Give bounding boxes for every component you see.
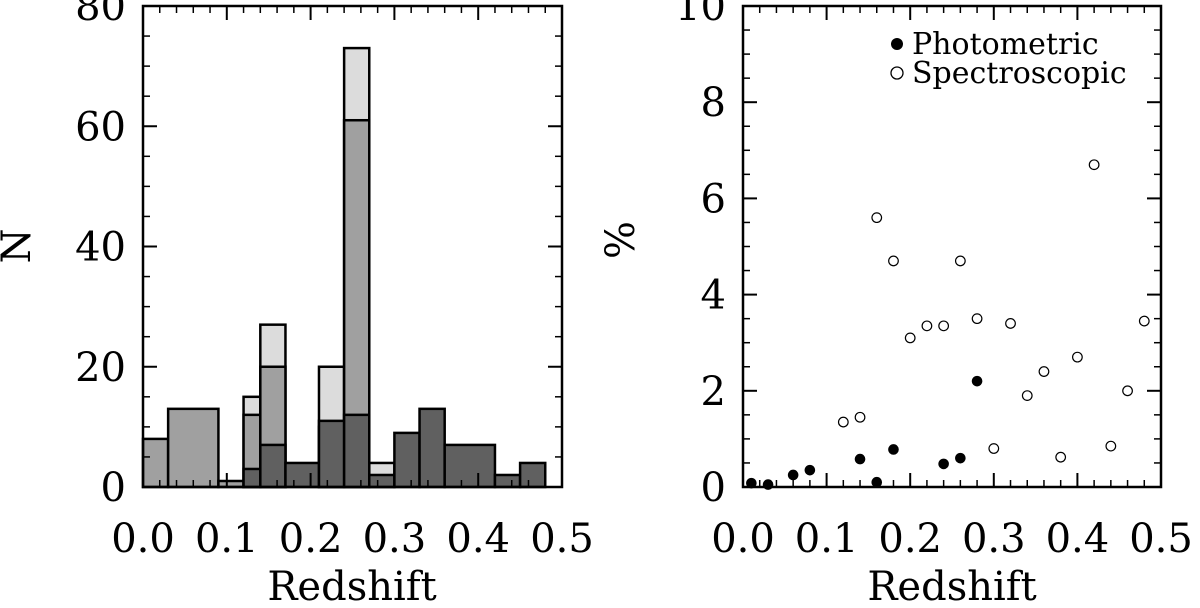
spectroscopic-point-2 (871, 212, 883, 224)
photometric-point-7 (938, 458, 949, 470)
histogram-bar-dark-1 (242, 467, 262, 489)
spectroscopic-point-12 (1038, 366, 1050, 377)
histogram-x-tick-label: 0.2 (279, 516, 343, 562)
histogram-bar-dark-6 (368, 473, 396, 489)
histogram-panel: 0.0 0.1 0.2 0.3 0.4 0.5 0 20 40 60 80 N Redshift (0, 0, 594, 608)
histogram-x-tick-label: 0.3 (363, 516, 427, 562)
spectroscopic-point-17 (1122, 385, 1133, 397)
scatter-x-tick-label: 0.5 (1129, 516, 1193, 562)
scatter-y-tick-label: 2 (701, 369, 726, 415)
histogram-bar-dark-3 (284, 461, 321, 489)
histogram-bar-dark-11 (518, 461, 547, 489)
scatter-x-tick-label: 0.0 (711, 516, 775, 562)
photometric-point-9 (971, 375, 983, 387)
spectroscopic-point-0 (837, 416, 849, 428)
legend: Photometric Spectroscopic (890, 27, 1127, 91)
spectroscopic-point-11 (1021, 390, 1033, 402)
histogram-ticks: 0.0 0.1 0.2 0.3 0.4 0.5 0 20 40 60 80 (75, 0, 594, 562)
spectroscopic-point-3 (888, 255, 899, 267)
spectroscopic-point-4 (904, 332, 916, 344)
photometric-point-4 (854, 453, 866, 465)
scatter-y-tick-label: 6 (701, 176, 726, 222)
histogram-y-tick-label: 60 (75, 104, 126, 150)
histogram-bar-dark-4 (317, 419, 346, 489)
scatter-y-tick-label: 8 (701, 80, 726, 126)
photometric-point-8 (955, 452, 966, 464)
scatter-ticks: 0.0 0.1 0.2 0.3 0.4 0.5 0 2 4 6 8 10 (675, 0, 1193, 562)
spectroscopic-point-16 (1105, 440, 1117, 452)
histogram-y-tick-label: 20 (75, 345, 126, 391)
spectroscopic-point-15 (1088, 159, 1100, 171)
spectroscopic-point-14 (1071, 351, 1083, 363)
histogram-x-tick-label: 0.5 (530, 516, 594, 562)
histogram-x-tick-label: 0.0 (111, 516, 175, 562)
histogram-y-tick-label: 0 (101, 465, 126, 511)
legend-spectroscopic-label: Spectroscopic (912, 56, 1127, 91)
photometric-point-3 (804, 464, 816, 476)
scatter-y-tick-label: 10 (675, 0, 726, 30)
histogram-x-tick-label: 0.4 (446, 516, 510, 562)
scatter-x-tick-label: 0.1 (795, 516, 859, 562)
scatter-x-axis-title: Redshift (867, 564, 1036, 608)
histogram-bar-dark-2 (259, 443, 287, 489)
spectroscopic-point-6 (938, 320, 950, 332)
spectroscopic-point-13 (1055, 451, 1067, 463)
scatter-plot-frame (741, 4, 1163, 489)
histogram-y-tick-label: 40 (75, 225, 126, 271)
legend-photometric-label: Photometric (912, 27, 1099, 62)
scatter-panel: 0.0 0.1 0.2 0.3 0.4 0.5 0 2 4 6 8 10 % Redshift Pho… (598, 0, 1193, 608)
spectroscopic-point-5 (921, 320, 933, 332)
scatter-points (746, 159, 1150, 490)
histogram-bar-dark-5 (342, 413, 371, 489)
histogram-bar-dark-9 (443, 443, 497, 489)
spectroscopic-point-8 (971, 313, 983, 325)
histogram-bar-medium-1 (166, 407, 220, 489)
spectroscopic-point-18 (1138, 315, 1150, 327)
scatter-y-axis-title: % (598, 221, 644, 259)
histogram-bar-medium-0 (141, 437, 170, 489)
scatter-x-tick-label: 0.3 (962, 516, 1026, 562)
histogram-bar-dark-10 (493, 473, 522, 489)
scatter-x-tick-label: 0.2 (878, 516, 942, 562)
histogram-x-axis-title: Redshift (267, 564, 436, 608)
histogram-bars (141, 46, 547, 489)
legend-photometric-marker (891, 38, 903, 50)
photometric-point-6 (888, 444, 899, 455)
scatter-y-tick-label: 0 (701, 465, 726, 511)
scatter-x-tick-label: 0.4 (1046, 516, 1110, 562)
histogram-bar-dark-8 (418, 407, 446, 489)
histogram-bar-dark-7 (393, 431, 421, 489)
photometric-point-5 (871, 476, 883, 488)
histogram-y-axis-title: N (0, 229, 40, 264)
legend-spectroscopic-marker (890, 66, 904, 80)
photometric-point-2 (787, 469, 799, 481)
spectroscopic-point-1 (854, 411, 866, 423)
spectroscopic-point-7 (954, 255, 966, 267)
spectroscopic-point-9 (988, 443, 1000, 454)
scatter-y-tick-label: 4 (701, 273, 726, 319)
histogram-x-tick-label: 0.1 (195, 516, 259, 562)
spectroscopic-point-10 (1005, 318, 1016, 329)
histogram-y-tick-label: 80 (75, 0, 126, 30)
